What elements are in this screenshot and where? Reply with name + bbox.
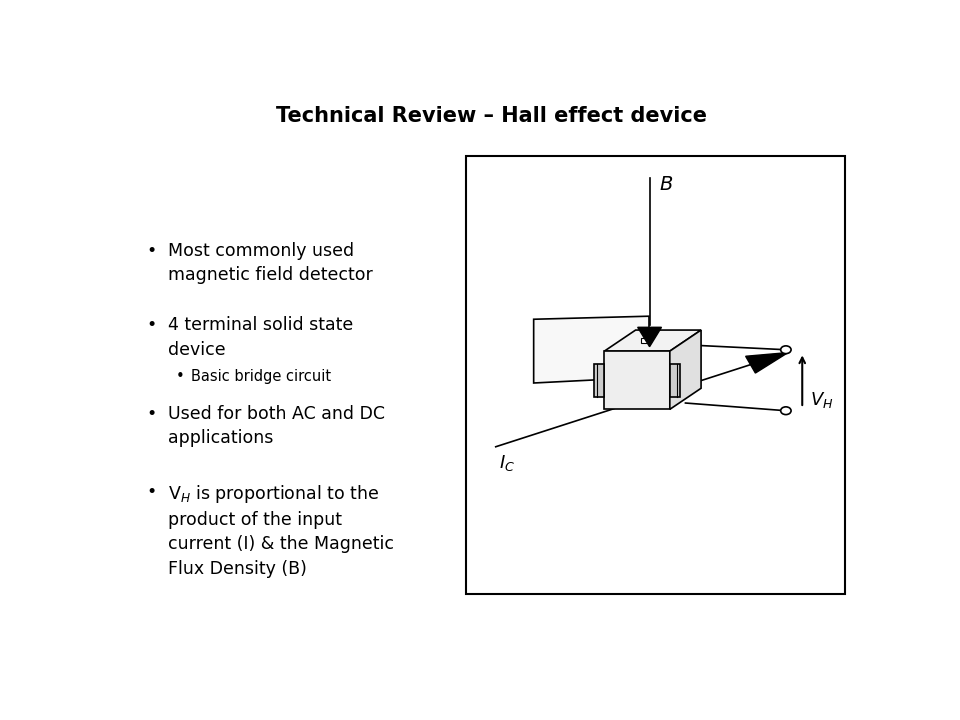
FancyBboxPatch shape — [466, 156, 846, 594]
Bar — [670, 364, 681, 397]
Bar — [594, 364, 605, 397]
Text: V$_H$ is proportional to the
product of the input
current (I) & the Magnetic
Flu: V$_H$ is proportional to the product of … — [168, 483, 395, 577]
Polygon shape — [637, 328, 661, 347]
Polygon shape — [746, 353, 788, 373]
Polygon shape — [605, 351, 670, 410]
Text: 4 terminal solid state
device: 4 terminal solid state device — [168, 317, 353, 359]
Circle shape — [780, 346, 791, 354]
Text: •: • — [146, 242, 156, 260]
Bar — [641, 338, 648, 343]
Text: $I_C$: $I_C$ — [499, 454, 516, 474]
Text: Technical Review – Hall effect device: Technical Review – Hall effect device — [276, 106, 708, 126]
Circle shape — [780, 407, 791, 415]
Text: Used for both AC and DC
applications: Used for both AC and DC applications — [168, 405, 385, 447]
Text: •: • — [146, 405, 156, 423]
Text: •: • — [146, 317, 156, 335]
Text: $B$: $B$ — [659, 175, 673, 194]
Text: •: • — [176, 369, 184, 384]
Text: Basic bridge circuit: Basic bridge circuit — [191, 369, 331, 384]
Polygon shape — [670, 330, 701, 410]
Polygon shape — [534, 316, 649, 383]
Text: •: • — [146, 483, 156, 501]
Text: $V_H$: $V_H$ — [809, 390, 833, 410]
Polygon shape — [605, 330, 701, 351]
Text: Most commonly used
magnetic field detector: Most commonly used magnetic field detect… — [168, 242, 373, 284]
